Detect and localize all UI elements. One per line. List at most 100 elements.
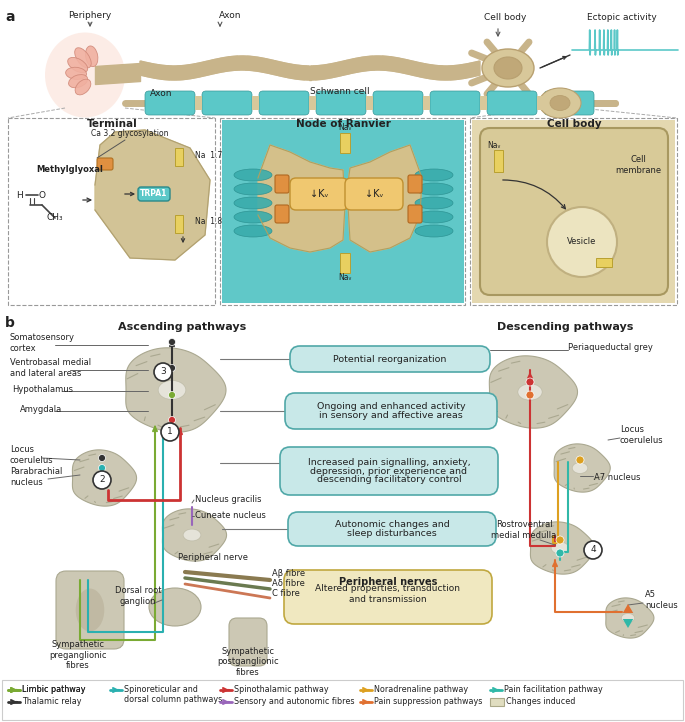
Text: ↓Kᵥ: ↓Kᵥ — [310, 189, 328, 199]
Polygon shape — [375, 56, 377, 70]
Circle shape — [99, 464, 105, 471]
Bar — [596, 258, 612, 267]
Polygon shape — [145, 62, 146, 77]
Text: Na  1.8: Na 1.8 — [195, 217, 222, 227]
Polygon shape — [432, 65, 434, 79]
Polygon shape — [162, 509, 227, 561]
Polygon shape — [279, 61, 280, 76]
Polygon shape — [372, 56, 373, 70]
Polygon shape — [345, 61, 346, 75]
Circle shape — [169, 365, 175, 372]
Bar — [222, 120, 464, 303]
Ellipse shape — [183, 529, 201, 541]
FancyBboxPatch shape — [275, 175, 289, 193]
Polygon shape — [258, 57, 260, 71]
Polygon shape — [472, 63, 473, 77]
Text: Ventrobasal medial
and lateral areas: Ventrobasal medial and lateral areas — [10, 358, 91, 378]
Polygon shape — [382, 56, 384, 70]
FancyBboxPatch shape — [544, 91, 594, 115]
Ellipse shape — [93, 471, 111, 484]
Polygon shape — [258, 145, 422, 252]
FancyBboxPatch shape — [229, 618, 267, 666]
Polygon shape — [530, 522, 595, 574]
Polygon shape — [465, 64, 466, 78]
Polygon shape — [182, 66, 183, 79]
Polygon shape — [430, 65, 431, 79]
Polygon shape — [441, 66, 443, 80]
Polygon shape — [350, 59, 351, 74]
Polygon shape — [295, 65, 296, 79]
Polygon shape — [264, 58, 265, 73]
Ellipse shape — [539, 88, 581, 118]
Polygon shape — [140, 61, 141, 75]
Polygon shape — [315, 66, 316, 80]
Polygon shape — [192, 64, 193, 78]
Ellipse shape — [415, 225, 453, 237]
Polygon shape — [397, 58, 398, 72]
Polygon shape — [305, 66, 306, 80]
Ellipse shape — [550, 95, 570, 110]
Polygon shape — [448, 66, 449, 80]
Text: 2: 2 — [99, 476, 105, 484]
Ellipse shape — [621, 614, 634, 622]
Polygon shape — [420, 63, 421, 77]
Polygon shape — [253, 57, 255, 71]
Text: Thalamic relay: Thalamic relay — [22, 697, 82, 707]
Polygon shape — [449, 66, 451, 80]
FancyBboxPatch shape — [284, 570, 492, 624]
Polygon shape — [142, 61, 143, 76]
Text: ↓Kᵥ: ↓Kᵥ — [364, 189, 384, 199]
Text: Cell body: Cell body — [547, 119, 601, 129]
Text: Aβ fibre: Aβ fibre — [272, 570, 305, 578]
Text: Limbic pathway: Limbic pathway — [22, 685, 86, 695]
Polygon shape — [236, 56, 238, 70]
Polygon shape — [339, 62, 340, 76]
Text: Axon: Axon — [219, 12, 241, 20]
Polygon shape — [196, 64, 197, 78]
Text: depression, prior experience and: depression, prior experience and — [310, 466, 467, 476]
Polygon shape — [360, 57, 362, 71]
Polygon shape — [203, 62, 205, 76]
Polygon shape — [353, 58, 355, 73]
Bar — [472, 120, 675, 303]
Bar — [340, 253, 350, 273]
Text: Naᵥ: Naᵥ — [338, 272, 352, 282]
Ellipse shape — [75, 48, 91, 68]
Polygon shape — [334, 63, 336, 77]
Polygon shape — [453, 66, 454, 79]
Polygon shape — [155, 64, 156, 79]
Polygon shape — [437, 66, 438, 79]
Polygon shape — [208, 61, 210, 75]
Polygon shape — [351, 59, 353, 74]
Polygon shape — [206, 61, 207, 76]
Polygon shape — [374, 56, 375, 70]
Polygon shape — [229, 57, 230, 71]
Polygon shape — [347, 60, 348, 74]
Polygon shape — [163, 65, 164, 79]
Polygon shape — [143, 62, 145, 76]
Polygon shape — [424, 64, 425, 78]
Polygon shape — [387, 56, 388, 71]
Polygon shape — [307, 66, 308, 80]
Polygon shape — [458, 65, 460, 79]
Text: Node of Ranvier: Node of Ranvier — [295, 119, 390, 129]
Polygon shape — [340, 61, 341, 76]
Polygon shape — [247, 56, 248, 70]
Text: Sympathetic
postganglionic
fibres: Sympathetic postganglionic fibres — [217, 647, 279, 677]
Polygon shape — [342, 61, 344, 75]
Polygon shape — [320, 66, 321, 79]
Ellipse shape — [482, 49, 534, 87]
Polygon shape — [220, 58, 221, 72]
Polygon shape — [170, 66, 171, 80]
Ellipse shape — [234, 211, 272, 223]
Text: a: a — [5, 10, 14, 24]
Polygon shape — [371, 56, 372, 70]
Polygon shape — [390, 57, 391, 71]
Polygon shape — [324, 65, 325, 79]
Text: Ectopic activity: Ectopic activity — [587, 14, 657, 22]
Polygon shape — [213, 60, 214, 74]
Polygon shape — [167, 66, 169, 80]
Polygon shape — [177, 66, 179, 80]
Polygon shape — [158, 65, 160, 79]
Bar — [366, 96, 373, 110]
